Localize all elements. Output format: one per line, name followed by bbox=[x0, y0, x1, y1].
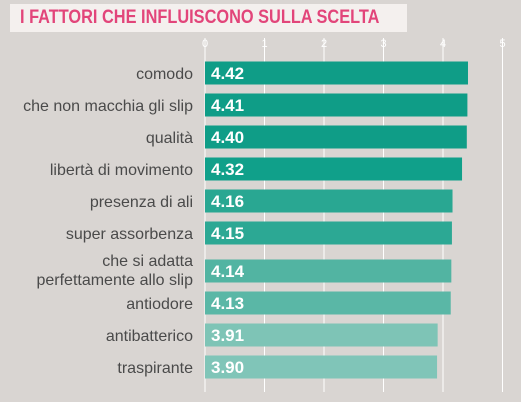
bar bbox=[205, 61, 468, 85]
category-label: super assorbenza bbox=[66, 226, 193, 243]
bar bbox=[205, 93, 468, 117]
category-label: comodo bbox=[136, 66, 193, 83]
value-label: 4.14 bbox=[211, 262, 245, 281]
x-tick-label: 2 bbox=[321, 38, 327, 50]
x-tick-label: 3 bbox=[380, 38, 386, 50]
category-label: libertà di movimento bbox=[50, 162, 193, 179]
value-label: 4.41 bbox=[211, 96, 244, 115]
value-label: 4.13 bbox=[211, 294, 244, 313]
value-label: 4.42 bbox=[211, 64, 244, 83]
bar bbox=[205, 259, 452, 283]
x-tick-label: 0 bbox=[202, 38, 208, 50]
x-tick-label: 1 bbox=[261, 38, 267, 50]
chart-title: I FATTORI CHE INFLUISCONO SULLA SCELTA bbox=[20, 7, 380, 28]
bar bbox=[205, 221, 452, 245]
value-label: 4.40 bbox=[211, 128, 244, 147]
bar bbox=[205, 157, 463, 181]
value-label: 4.15 bbox=[211, 224, 244, 243]
value-label: 4.32 bbox=[211, 160, 244, 179]
category-label: traspirante bbox=[117, 360, 193, 377]
bar bbox=[205, 189, 453, 213]
category-label: antiodore bbox=[126, 296, 193, 313]
x-tick-label: 4 bbox=[440, 38, 446, 50]
value-label: 3.91 bbox=[211, 326, 244, 345]
category-label: che non macchia gli slip bbox=[23, 98, 193, 115]
bar bbox=[205, 323, 438, 347]
category-label: presenza di ali bbox=[90, 194, 193, 211]
x-tick-label: 5 bbox=[499, 38, 505, 50]
category-label: qualità bbox=[146, 130, 193, 147]
value-label: 4.16 bbox=[211, 192, 244, 211]
value-label: 3.90 bbox=[211, 358, 244, 377]
bar bbox=[205, 291, 451, 315]
bar bbox=[205, 125, 467, 149]
category-label: antibatterico bbox=[106, 328, 193, 345]
bar bbox=[205, 355, 438, 379]
title-band bbox=[10, 4, 407, 32]
category-label: che si adatta perfettamente allo slip bbox=[36, 253, 193, 289]
